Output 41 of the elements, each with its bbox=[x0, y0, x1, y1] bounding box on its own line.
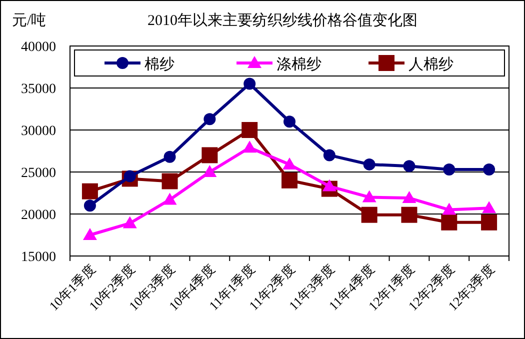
point bbox=[242, 122, 258, 138]
point bbox=[284, 116, 296, 128]
point bbox=[363, 158, 376, 170]
point bbox=[402, 191, 416, 204]
point bbox=[282, 172, 298, 188]
chart-title: 2010年以来主要纺织纱线价格谷值变化图 bbox=[148, 12, 418, 29]
legend-label: 棉纱 bbox=[144, 56, 174, 73]
y-tick-label: 20000 bbox=[21, 208, 56, 223]
point bbox=[282, 157, 296, 170]
point bbox=[482, 201, 496, 214]
point bbox=[82, 228, 97, 240]
point bbox=[164, 150, 176, 163]
y-tick-label: 30000 bbox=[21, 124, 56, 139]
point bbox=[162, 173, 178, 190]
y-axis-title: 元/吨 bbox=[12, 12, 46, 29]
y-tick-label: 40000 bbox=[21, 40, 56, 55]
point bbox=[442, 202, 456, 215]
point bbox=[362, 190, 376, 202]
point bbox=[162, 192, 177, 205]
point bbox=[441, 214, 458, 230]
point bbox=[202, 165, 217, 177]
point bbox=[403, 160, 416, 172]
point bbox=[242, 140, 257, 153]
point bbox=[322, 179, 336, 192]
point bbox=[401, 206, 418, 223]
point bbox=[361, 206, 378, 223]
y-tick-label: 15000 bbox=[21, 250, 56, 265]
point bbox=[204, 113, 216, 126]
point bbox=[481, 214, 498, 230]
point bbox=[443, 163, 456, 176]
point bbox=[82, 183, 98, 200]
y-tick-label: 35000 bbox=[21, 82, 56, 97]
y-tick-label: 25000 bbox=[21, 166, 56, 181]
point bbox=[122, 216, 137, 228]
point bbox=[323, 149, 336, 162]
point bbox=[84, 200, 96, 212]
point bbox=[483, 163, 496, 176]
point bbox=[244, 78, 256, 90]
legend-label: 人棉纱 bbox=[408, 56, 454, 73]
legend-label: 涤棉纱 bbox=[276, 56, 322, 73]
point bbox=[202, 147, 218, 164]
